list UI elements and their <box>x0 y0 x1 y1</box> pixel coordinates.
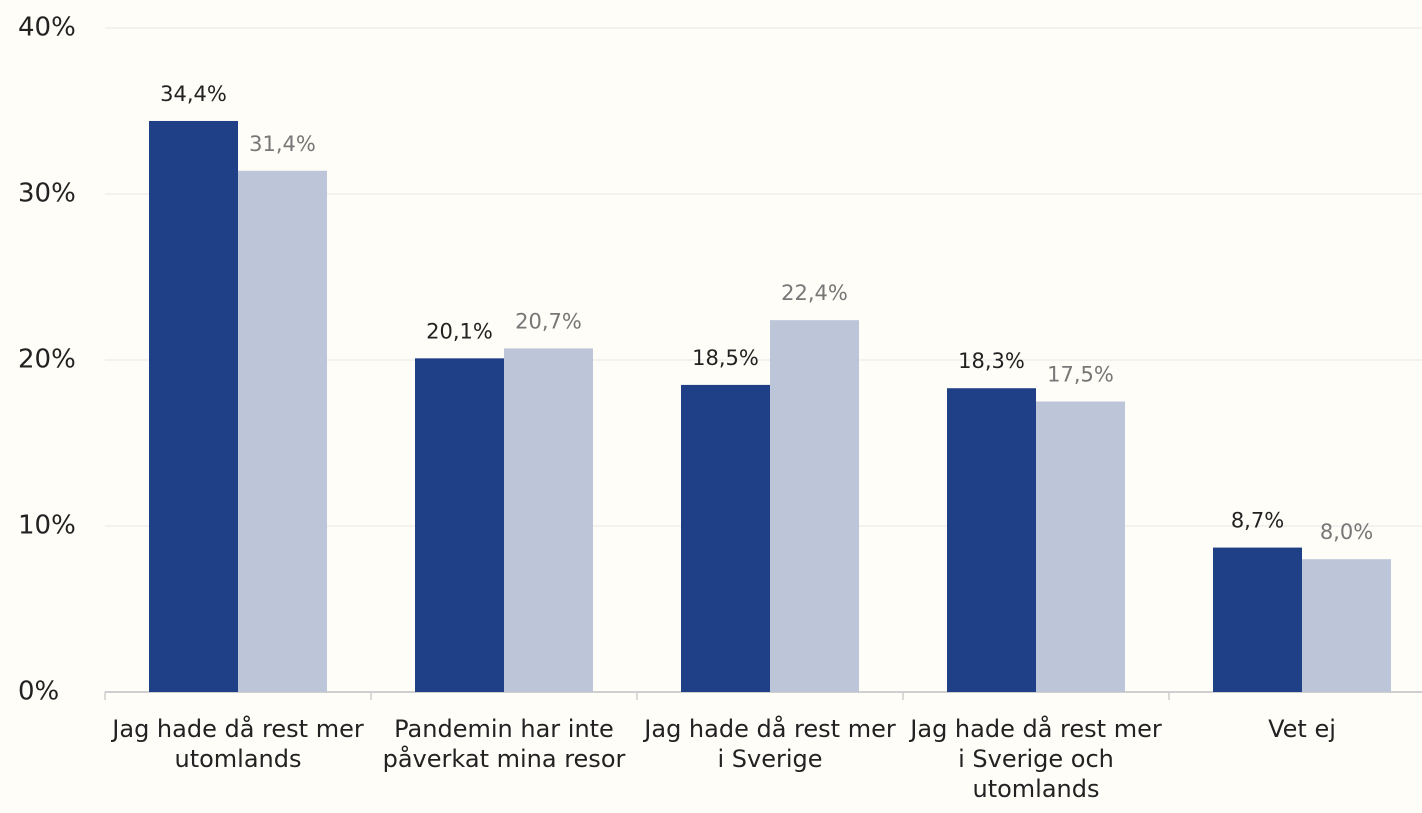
x-tick-label: Jag hade då rest mer i Sverige och utoml… <box>910 715 1162 803</box>
y-tick-label: 40% <box>18 13 76 43</box>
value-label: 8,0% <box>1320 520 1373 544</box>
x-tick-label: Vet ej <box>1268 715 1336 743</box>
value-label: 31,4% <box>249 132 316 156</box>
value-label: 20,1% <box>426 319 493 343</box>
value-label: 18,3% <box>958 349 1025 373</box>
x-tick-label: Pandemin har inte påverkat mina resor <box>382 715 626 773</box>
bar <box>1213 547 1302 692</box>
x-tick-label: Jag hade då rest mer i Sverige <box>644 715 896 773</box>
bar <box>504 348 593 692</box>
value-label: 22,4% <box>781 281 848 305</box>
value-label: 18,5% <box>692 346 759 370</box>
value-label: 34,4% <box>160 82 227 106</box>
value-label: 8,7% <box>1231 509 1284 533</box>
y-tick-label: 20% <box>18 345 76 375</box>
x-tick-label: Jag hade då rest mer utomlands <box>112 715 364 773</box>
bar <box>415 358 504 692</box>
value-label: 20,7% <box>515 309 582 333</box>
bar <box>681 384 770 692</box>
bar <box>149 120 238 692</box>
bar <box>1036 401 1125 692</box>
value-label: 17,5% <box>1047 363 1114 387</box>
y-tick-label: 0% <box>18 677 59 707</box>
y-tick-label: 10% <box>18 511 76 541</box>
bar <box>238 170 327 692</box>
bar <box>770 320 859 692</box>
y-tick-label: 30% <box>18 179 76 209</box>
bar <box>947 388 1036 692</box>
bar <box>1302 559 1391 692</box>
